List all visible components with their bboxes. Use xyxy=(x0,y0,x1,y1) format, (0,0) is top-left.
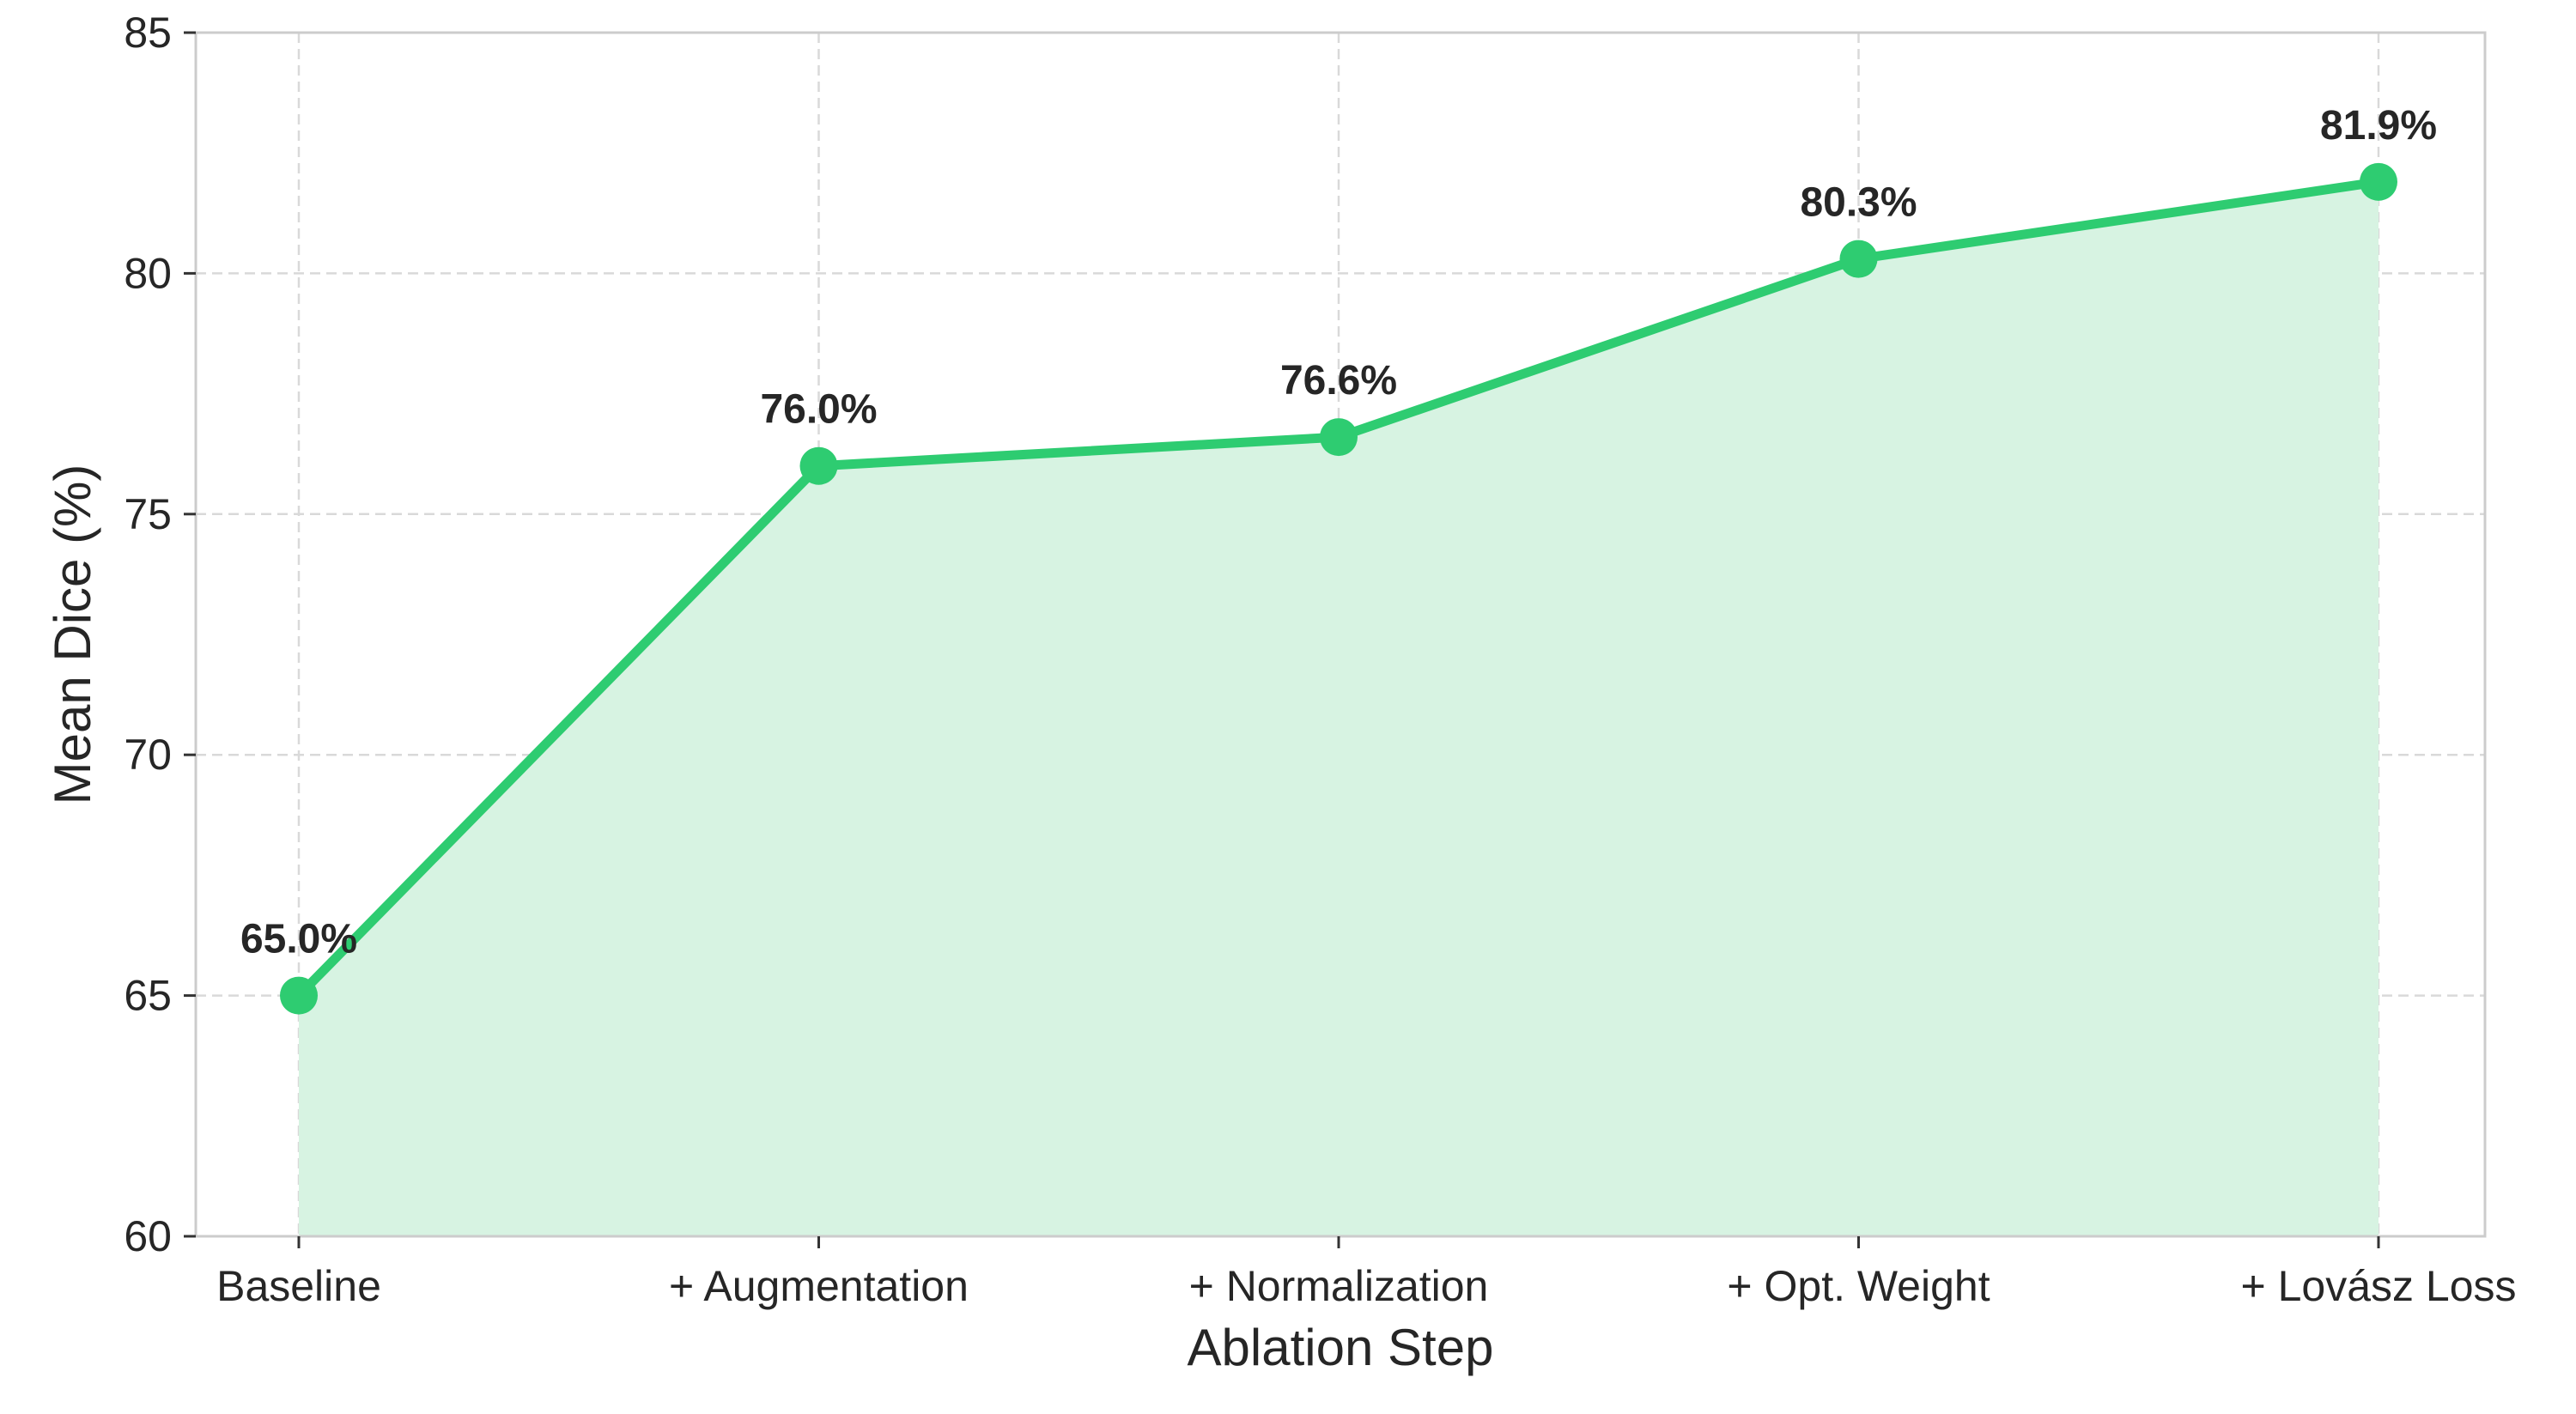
y-tick-label: 65 xyxy=(124,972,172,1020)
x-tick-label: + Lovász Loss xyxy=(2240,1262,2516,1310)
axes-frame xyxy=(194,31,2487,1238)
x-axis-ticks: Baseline + Augmentation + Normalization + O… xyxy=(216,1236,2517,1310)
y-axis-title: Mean Dice (%) xyxy=(44,464,101,805)
x-tick-label: + Normalization xyxy=(1189,1262,1489,1310)
data-label: 65.0% xyxy=(240,917,357,962)
x-tick-label: Baseline xyxy=(216,1262,381,1310)
data-points xyxy=(280,162,2397,1015)
y-tick-label: 75 xyxy=(124,490,172,538)
data-label: 81.9% xyxy=(2320,103,2437,149)
data-point xyxy=(1839,240,1878,278)
data-point xyxy=(799,446,838,485)
area-fill xyxy=(299,181,2379,1236)
y-tick-label: 70 xyxy=(124,731,172,779)
data-label: 80.3% xyxy=(1800,180,1917,226)
data-label: 76.6% xyxy=(1280,358,1397,404)
data-labels: 65.0% 76.0% 76.6% 80.3% 81.9% xyxy=(240,103,2437,962)
x-tick-label: + Opt. Weight xyxy=(1727,1262,1990,1310)
x-tick-label: + Augmentation xyxy=(669,1262,969,1310)
data-point xyxy=(1320,418,1358,457)
y-tick-label: 85 xyxy=(124,9,172,57)
data-point xyxy=(280,976,318,1015)
y-axis-ticks: 60 65 70 75 80 85 xyxy=(124,9,196,1260)
y-tick-label: 60 xyxy=(124,1212,172,1260)
x-axis-title: Ablation Step xyxy=(1188,1319,1494,1376)
area-fill-layer xyxy=(299,181,2379,1236)
data-label: 76.0% xyxy=(760,387,877,433)
data-point xyxy=(2360,162,2397,201)
y-tick-label: 80 xyxy=(124,249,172,297)
plot-frame xyxy=(194,31,2487,1238)
